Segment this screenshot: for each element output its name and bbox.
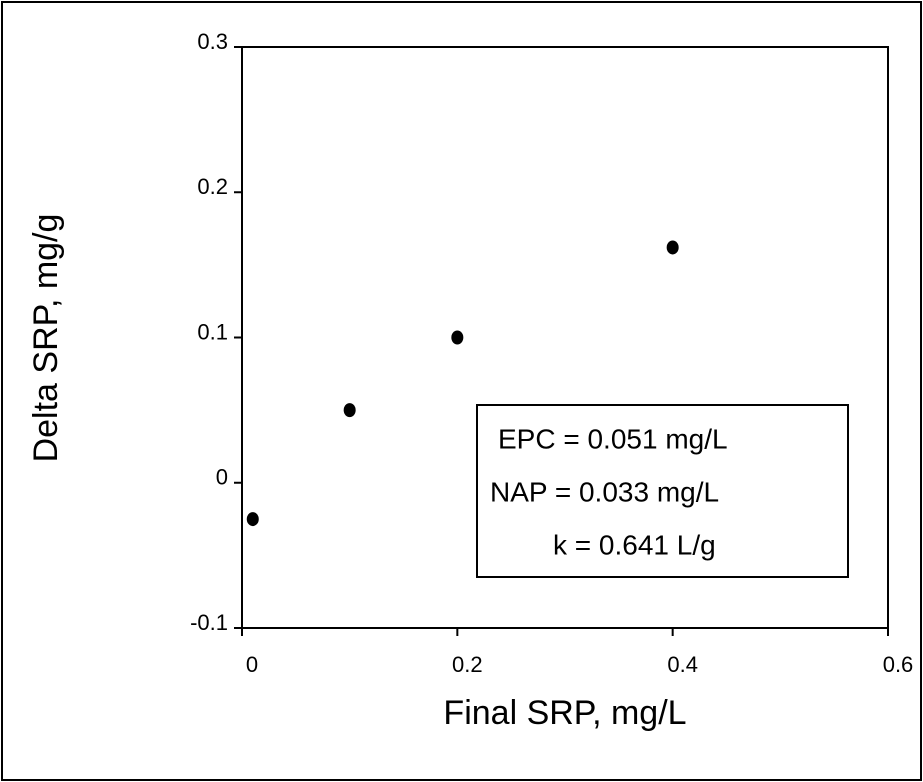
- annotation: NAP = 0.033 mg/L: [490, 476, 719, 507]
- y-tick-label: 0.3: [197, 29, 228, 54]
- y-tick-label: -0.1: [190, 610, 228, 635]
- x-tick-label: 0.2: [452, 652, 483, 677]
- x-tick-label: 0: [246, 652, 258, 677]
- y-axis-title: Delta SRP, mg/g: [27, 214, 65, 463]
- y-tick-label: 0.2: [197, 174, 228, 199]
- x-axis-title: Final SRP, mg/L: [443, 694, 686, 732]
- y-tick-label: 0.1: [197, 319, 228, 344]
- point: [666, 240, 679, 255]
- point: [343, 403, 356, 418]
- point: [451, 330, 464, 345]
- annotation-box: [476, 404, 849, 578]
- y-tick-label: 0: [216, 465, 228, 490]
- x-tick-label: 0.6: [883, 652, 914, 677]
- x-tick-label: 0.4: [667, 652, 698, 677]
- annotation: EPC = 0.051 mg/L: [498, 423, 728, 454]
- annotation: k = 0.641 L/g: [553, 529, 716, 560]
- point: [246, 512, 259, 527]
